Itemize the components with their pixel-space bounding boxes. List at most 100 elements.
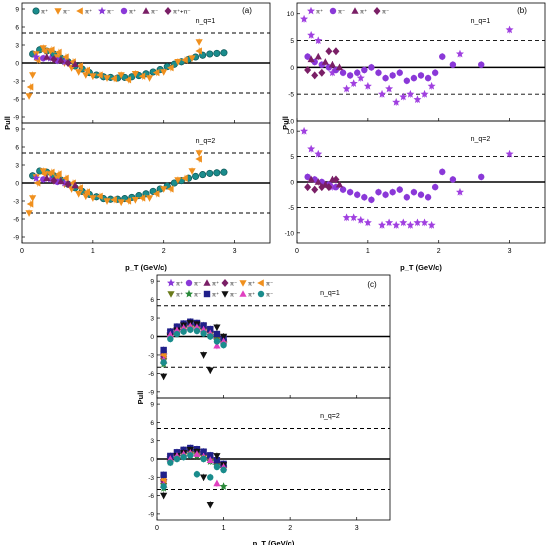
data-point: [368, 196, 375, 203]
data-point: [32, 174, 41, 182]
data-point: [439, 168, 446, 176]
data-point: [431, 183, 439, 191]
subpanel-2: -9 -6 -3 0 3 6 9 n_q=2: [13, 122, 271, 244]
y-tick-label: 9: [150, 402, 154, 409]
data-point: [96, 192, 103, 200]
subpanel-1: -9 -6 -3 0 3 6 9 n_q=1 π⁺ π⁻ π⁺ π⁻ π⁺ π⁻ π⁺+π⁻: [13, 2, 271, 124]
data-point: [505, 25, 514, 34]
data-point: [174, 59, 182, 66]
data-point: [342, 213, 351, 221]
subpanel-1: -9 -6 -3 0 3 6 9 n_q=1 π⁺ π⁻ π⁺ π⁻ π⁺ π⁻ π⁺ π⁻ π⁺ π⁻ π⁺ π⁻: [148, 274, 391, 399]
data-point: [342, 84, 351, 93]
data-point: [64, 59, 72, 67]
data-point: [47, 46, 55, 54]
legend-label: π⁻: [266, 293, 273, 299]
legend-marker: [221, 279, 229, 287]
data-point: [167, 185, 174, 193]
data-point: [417, 72, 425, 79]
data-point: [356, 73, 365, 82]
data-point: [57, 56, 65, 63]
y-tick-label: -10: [285, 119, 295, 126]
data-point: [188, 55, 196, 62]
data-point: [167, 335, 174, 343]
legend-marker: [54, 8, 62, 15]
y-tick-label: -6: [148, 493, 154, 500]
data-point: [213, 338, 221, 345]
data-point: [195, 39, 203, 46]
data-point: [328, 60, 337, 68]
data-point: [50, 176, 58, 185]
data-point: [335, 180, 344, 188]
data-point: [207, 333, 214, 340]
y-axis-label: Pull: [281, 116, 290, 130]
legend-label: π⁻: [266, 282, 273, 288]
data-point: [332, 47, 340, 56]
y-tick-label: 3: [15, 43, 19, 50]
x-tick-label: 1: [222, 525, 226, 532]
series-3: [307, 52, 344, 71]
legend-marker: [203, 290, 211, 298]
data-point: [378, 89, 387, 98]
data-point: [346, 188, 354, 196]
data-point: [403, 194, 411, 201]
data-point: [361, 66, 368, 74]
data-point: [363, 81, 372, 90]
data-point: [29, 72, 37, 79]
x-tick-label: 2: [162, 248, 166, 255]
data-point: [29, 195, 37, 202]
data-point: [213, 463, 221, 471]
data-point: [206, 501, 214, 509]
nq-annotation: n_q=2: [320, 413, 340, 420]
y-tick-label: 3: [150, 316, 154, 323]
data-point: [478, 61, 485, 68]
data-point: [25, 93, 33, 100]
data-point: [200, 474, 208, 482]
data-point: [318, 183, 326, 192]
data-point: [378, 221, 387, 229]
data-point: [213, 49, 221, 57]
data-point: [76, 62, 83, 70]
data-point: [138, 72, 146, 80]
data-point: [389, 72, 396, 79]
data-point: [207, 474, 214, 481]
data-point: [33, 56, 41, 64]
data-point: [413, 95, 422, 103]
x-tick-label: 0: [295, 248, 299, 255]
data-point: [173, 455, 181, 463]
y-tick-label: 10: [287, 11, 295, 18]
data-point: [427, 221, 436, 229]
y-tick-label: -3: [13, 79, 19, 86]
data-point: [160, 359, 167, 366]
data-point: [103, 198, 111, 205]
data-point: [321, 58, 329, 65]
data-point: [307, 175, 315, 183]
plot-frame: [296, 2, 546, 122]
data-point: [505, 149, 514, 158]
x-tick-label: 1: [91, 248, 95, 255]
data-point: [40, 47, 48, 55]
data-point: [339, 186, 347, 193]
data-point: [207, 325, 214, 333]
data-point: [160, 471, 167, 479]
y-tick-label: 0: [150, 334, 154, 341]
data-point: [420, 89, 429, 98]
data-point: [318, 68, 326, 77]
legend-marker: [307, 6, 315, 15]
x-tick-label: 0: [155, 525, 159, 532]
data-point: [455, 187, 464, 196]
data-point: [181, 56, 188, 64]
y-tick-label: -10: [285, 230, 295, 237]
legend-marker: [98, 6, 106, 15]
series-2: [25, 149, 203, 217]
data-point: [382, 74, 389, 82]
y-tick-label: 0: [15, 61, 19, 68]
data-point: [213, 324, 221, 332]
series-2: [304, 53, 485, 85]
data-point: [206, 456, 214, 464]
data-point: [406, 89, 415, 98]
y-tick-label: 0: [290, 65, 294, 72]
legend-marker: [239, 280, 247, 287]
x-axis-label: p_T (GeV/c): [125, 263, 167, 272]
